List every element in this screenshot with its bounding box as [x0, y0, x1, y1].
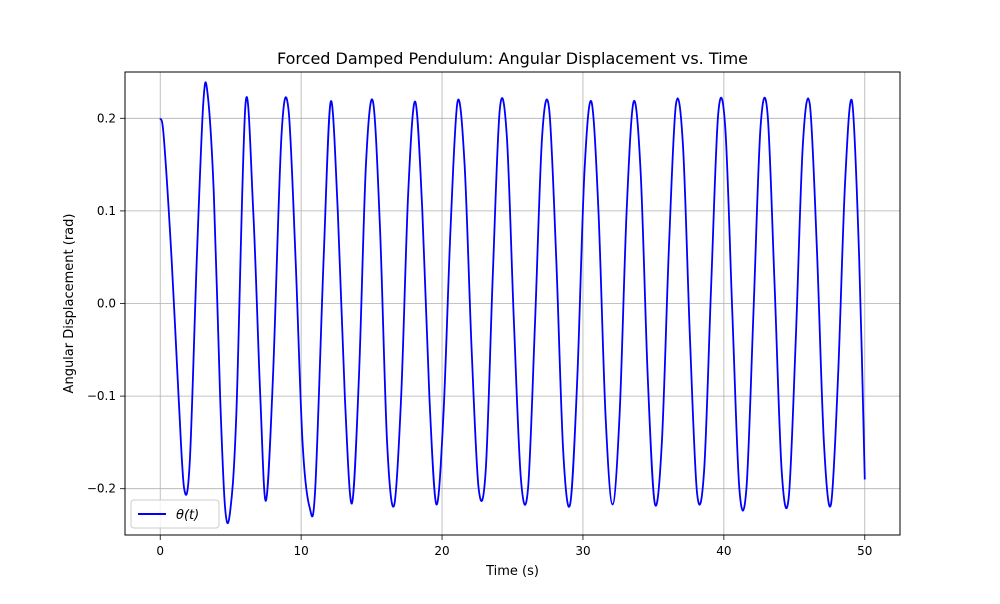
- x-tick-label: 30: [575, 544, 590, 558]
- series-layer: [159, 81, 866, 524]
- legend-box: [130, 499, 220, 529]
- x-tick-label: 0: [156, 544, 164, 558]
- y-tick-label: 0.2: [97, 111, 116, 125]
- y-tick-label: 0.0: [97, 297, 116, 311]
- y-tick-label: −0.1: [87, 389, 116, 403]
- y-tick-label: −0.2: [87, 482, 116, 496]
- x-axis-ticks: 0 10 20 30 40 50: [156, 535, 872, 558]
- y-axis-label: Angular Displacement (rad): [62, 214, 77, 394]
- chart-title: Forced Damped Pendulum: Angular Displace…: [277, 49, 748, 68]
- x-axis-label: Time (s): [485, 564, 539, 579]
- x-tick-label: 20: [434, 544, 449, 558]
- legend-label-theta: θ(t): [176, 508, 199, 523]
- grid-lines: [125, 72, 900, 535]
- y-tick-label: 0.1: [97, 204, 116, 218]
- x-tick-label: 40: [716, 544, 731, 558]
- y-axis-ticks: −0.2 −0.1 0.0 0.1 0.2: [87, 111, 125, 496]
- x-tick-label: 50: [857, 544, 872, 558]
- x-tick-label: 10: [293, 544, 308, 558]
- series-line-theta: [159, 81, 866, 524]
- legend: θ(t): [130, 499, 220, 529]
